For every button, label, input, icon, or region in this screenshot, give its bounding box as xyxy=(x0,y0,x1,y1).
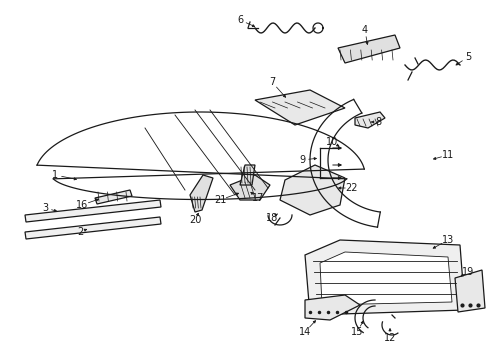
Text: 15: 15 xyxy=(350,327,363,337)
Polygon shape xyxy=(25,200,161,222)
Text: 22: 22 xyxy=(345,183,358,193)
Text: 18: 18 xyxy=(265,213,278,223)
Text: 1: 1 xyxy=(52,170,58,180)
Text: 6: 6 xyxy=(237,15,243,25)
Polygon shape xyxy=(305,240,464,315)
Text: 3: 3 xyxy=(42,203,48,213)
Text: 16: 16 xyxy=(76,200,88,210)
Text: 13: 13 xyxy=(441,235,453,245)
Polygon shape xyxy=(190,175,213,212)
Text: 9: 9 xyxy=(298,155,305,165)
Text: 5: 5 xyxy=(464,52,470,62)
Text: 7: 7 xyxy=(268,77,275,87)
Polygon shape xyxy=(254,90,345,125)
Text: 21: 21 xyxy=(213,195,226,205)
Text: 12: 12 xyxy=(383,333,395,343)
Text: 17: 17 xyxy=(251,193,264,203)
Text: 14: 14 xyxy=(298,327,310,337)
Polygon shape xyxy=(25,217,161,239)
Text: 8: 8 xyxy=(374,117,380,127)
Text: 4: 4 xyxy=(361,25,367,35)
Polygon shape xyxy=(280,165,345,215)
Polygon shape xyxy=(305,295,359,320)
Text: 20: 20 xyxy=(188,215,201,225)
Text: 19: 19 xyxy=(461,267,473,277)
Text: 10: 10 xyxy=(325,137,337,147)
Text: 2: 2 xyxy=(77,227,83,237)
Text: 11: 11 xyxy=(441,150,453,160)
Polygon shape xyxy=(337,35,399,63)
Polygon shape xyxy=(229,175,269,200)
Polygon shape xyxy=(354,112,384,128)
Polygon shape xyxy=(319,252,451,305)
Polygon shape xyxy=(240,165,254,185)
Polygon shape xyxy=(95,190,132,204)
Polygon shape xyxy=(454,270,484,312)
